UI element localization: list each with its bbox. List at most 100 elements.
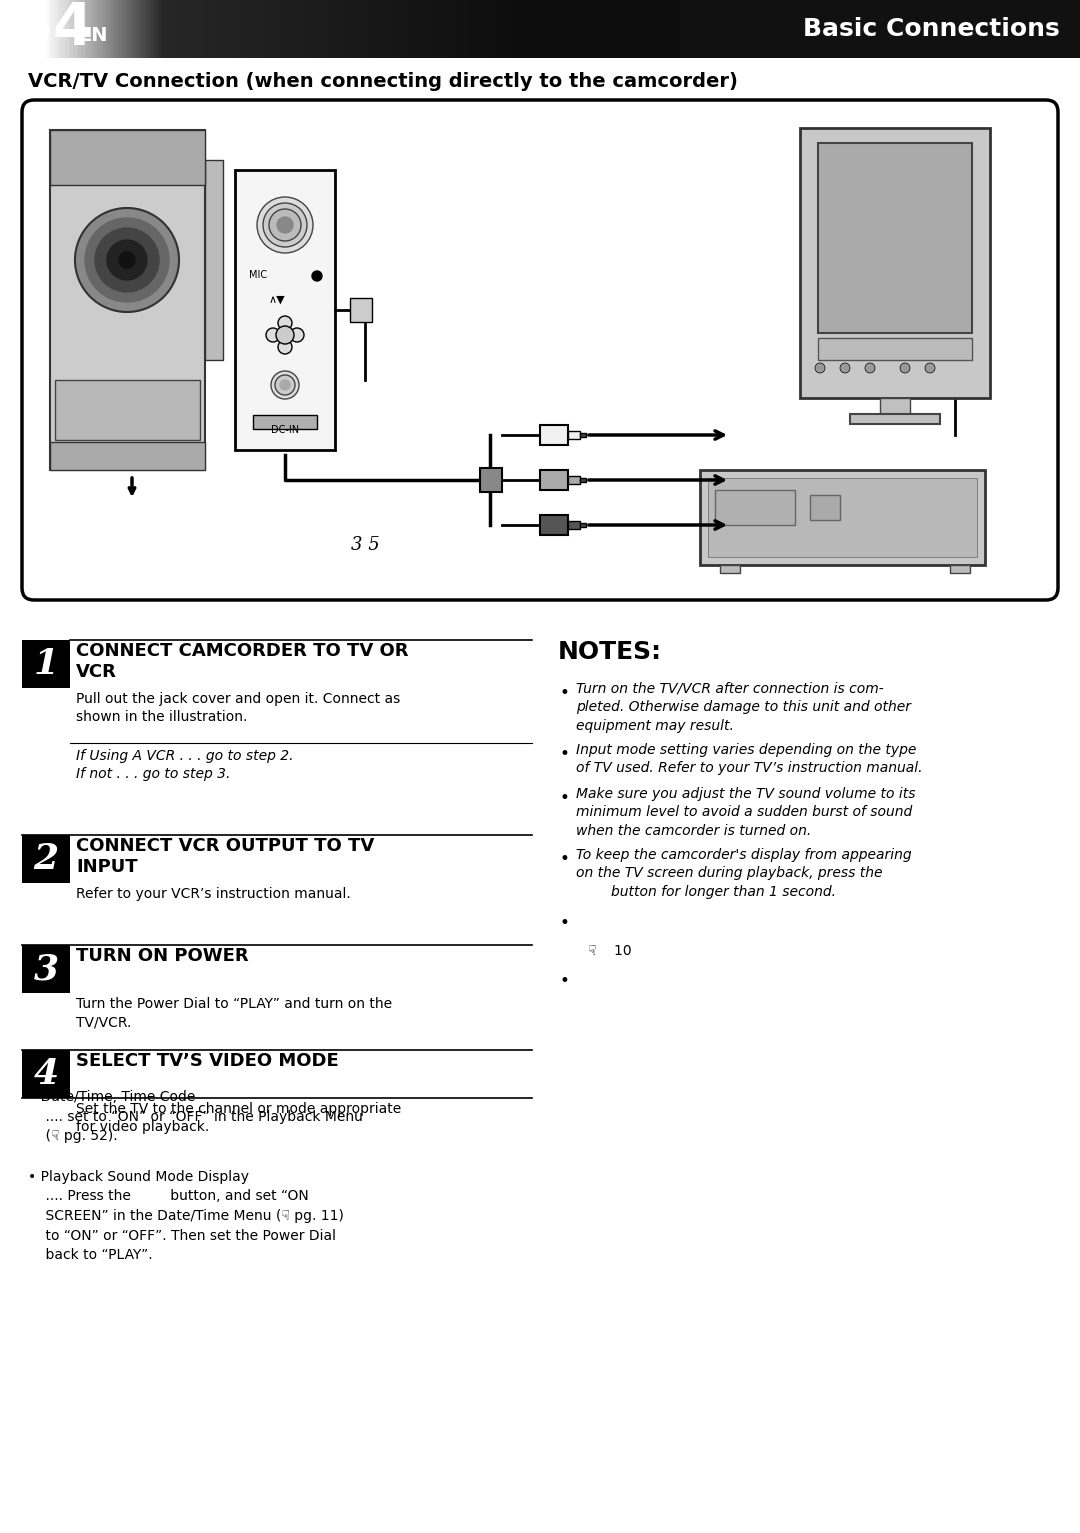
Bar (302, 0, 306, 58)
Text: SELECT TV’S VIDEO MODE: SELECT TV’S VIDEO MODE (76, 1052, 339, 1070)
Bar (905, 0, 907, 58)
Bar (81, 0, 84, 58)
Circle shape (815, 363, 825, 373)
Bar (522, 0, 524, 58)
Bar (124, 0, 127, 58)
Circle shape (75, 208, 179, 313)
Bar (369, 0, 373, 58)
Bar (726, 0, 729, 58)
Bar (894, 0, 896, 58)
Circle shape (95, 228, 159, 291)
Bar (812, 0, 815, 58)
Bar (518, 0, 522, 58)
Bar (2, 0, 5, 58)
Bar (121, 0, 124, 58)
Bar (432, 0, 435, 58)
Bar (778, 0, 781, 58)
Bar (721, 0, 724, 58)
Bar (983, 0, 986, 58)
Bar (616, 0, 619, 58)
Bar (657, 0, 659, 58)
Bar (313, 0, 316, 58)
Bar (551, 0, 554, 58)
Bar (931, 0, 934, 58)
Bar (542, 0, 545, 58)
Text: Turn the Power Dial to “PLAY” and turn on the
TV/VCR.: Turn the Power Dial to “PLAY” and turn o… (76, 996, 392, 1029)
Bar (650, 0, 653, 58)
Bar (745, 0, 748, 58)
Bar (246, 0, 248, 58)
Bar (689, 0, 691, 58)
Bar (754, 0, 756, 58)
Bar (22, 944, 70, 993)
Bar (848, 0, 851, 58)
Bar (877, 0, 880, 58)
Bar (265, 0, 268, 58)
Bar (475, 0, 478, 58)
Bar (50, 130, 205, 471)
Bar (948, 0, 950, 58)
Bar (1050, 0, 1053, 58)
Text: • Playback Sound Mode Display
    .... Press the         button, and set “ON
   : • Playback Sound Mode Display .... Press… (28, 1170, 343, 1262)
Bar (639, 0, 643, 58)
Circle shape (291, 328, 303, 342)
Bar (186, 0, 189, 58)
Bar (580, 523, 586, 527)
Bar (513, 0, 516, 58)
Bar (205, 0, 208, 58)
Bar (994, 0, 997, 58)
Bar (718, 0, 721, 58)
Bar (891, 0, 894, 58)
Bar (76, 0, 79, 58)
Bar (175, 0, 178, 58)
Bar (613, 0, 616, 58)
Bar (181, 0, 184, 58)
Bar (419, 0, 421, 58)
Bar (869, 0, 873, 58)
Bar (556, 0, 559, 58)
Bar (468, 0, 470, 58)
Bar (22, 835, 70, 883)
Bar (281, 0, 284, 58)
Bar (664, 0, 667, 58)
Bar (781, 0, 783, 58)
Bar (73, 0, 76, 58)
Bar (268, 0, 270, 58)
Bar (805, 0, 808, 58)
Bar (580, 478, 586, 481)
Bar (743, 0, 745, 58)
Bar (55, 380, 200, 440)
Bar (929, 0, 932, 58)
Text: 54: 54 (12, 0, 93, 58)
Bar (846, 0, 848, 58)
Bar (441, 0, 443, 58)
Bar (19, 0, 22, 58)
Bar (261, 0, 265, 58)
Bar (797, 0, 799, 58)
Bar (661, 0, 664, 58)
Bar (800, 127, 990, 399)
Bar (443, 0, 446, 58)
Bar (229, 0, 232, 58)
Bar (704, 0, 707, 58)
Bar (65, 0, 68, 58)
Bar (359, 0, 362, 58)
Bar (570, 0, 572, 58)
Bar (970, 0, 972, 58)
Bar (92, 0, 95, 58)
Bar (380, 0, 383, 58)
Bar (1013, 0, 1015, 58)
Bar (583, 0, 586, 58)
Bar (350, 297, 372, 322)
Bar (470, 0, 473, 58)
Bar (597, 0, 599, 58)
Bar (527, 0, 529, 58)
Bar (216, 0, 219, 58)
Bar (454, 0, 457, 58)
Bar (855, 0, 859, 58)
Bar (41, 0, 43, 58)
Bar (84, 0, 86, 58)
Bar (343, 0, 346, 58)
Text: EN: EN (78, 26, 108, 46)
Bar (920, 0, 923, 58)
